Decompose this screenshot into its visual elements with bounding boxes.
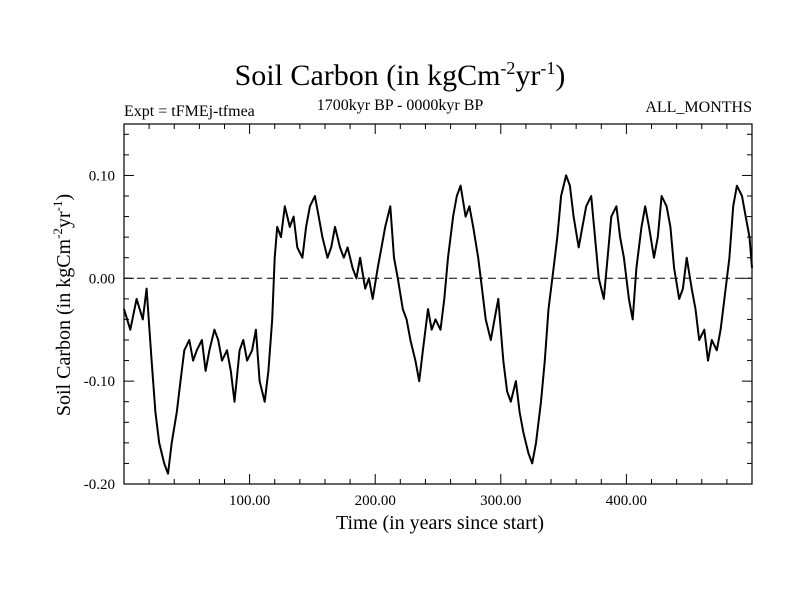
- y-axis-label-mid: yr: [52, 211, 75, 229]
- y-tick-label: 0.10: [89, 168, 115, 184]
- y-tick-label: -0.20: [84, 477, 115, 493]
- chart-title-exp1: -2: [500, 58, 516, 78]
- chart-title-end: ): [555, 59, 566, 92]
- axis-ticks: 100.00 200.00 300.00 400.00 0.10 0.00 -0.10 -0.…: [84, 124, 753, 509]
- y-axis-label-base: Soil Carbon (in kgCm: [52, 238, 75, 417]
- y-tick-label: 0.00: [89, 271, 115, 287]
- chart-title-exp2: -1: [540, 58, 556, 78]
- x-tick-label: 100.00: [229, 493, 270, 509]
- y-axis-label-end: ): [52, 193, 75, 201]
- x-tick-label: 200.00: [355, 493, 396, 509]
- y-axis-label-exp1: -2: [50, 228, 66, 239]
- x-tick-label: 400.00: [606, 493, 647, 509]
- y-axis-label-exp2: -1: [50, 200, 66, 212]
- y-axis-label: Soil Carbon (in kgCm-2yr-1): [50, 194, 76, 416]
- y-tick-label: -0.10: [84, 374, 115, 390]
- chart-title-base: Soil Carbon (in kgCm: [234, 59, 501, 92]
- x-axis-label: Time (in years since start): [335, 512, 545, 534]
- series-line-soil-carbon: [123, 174, 753, 475]
- months-label: ALL_MONTHS: [645, 99, 752, 116]
- period-label: 1700kyr BP - 0000kyr BP: [316, 97, 484, 114]
- plot-frame: [123, 123, 753, 485]
- experiment-label: Expt = tFMEj-tfmea: [124, 103, 255, 120]
- x-tick-label: 300.00: [480, 493, 521, 509]
- chart-title-mid: yr: [515, 59, 541, 92]
- chart-title: Soil Carbon (in kgCm-2yr-1): [0, 58, 800, 93]
